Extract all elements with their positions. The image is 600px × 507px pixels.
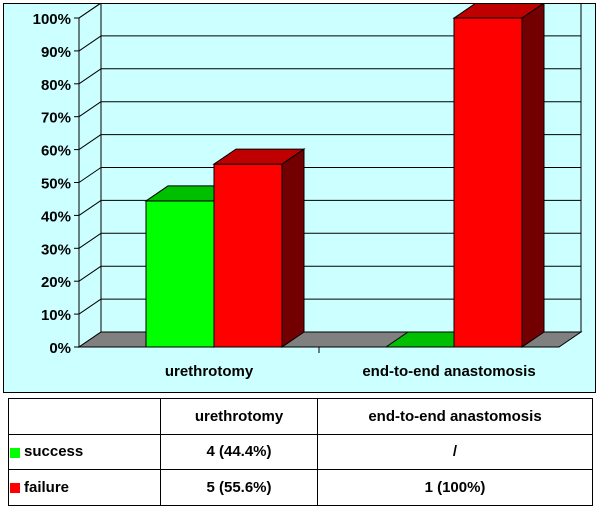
- bar-failure: [213, 163, 283, 348]
- success-legend-label: success: [24, 443, 84, 461]
- gridline-side: [78, 101, 102, 118]
- gridline-side: [78, 4, 101, 19]
- table-row-label: success: [8, 433, 161, 471]
- bar-side-failure: [521, 4, 545, 348]
- table-header-row: urethrotomy end-to-end anastomosis: [8, 398, 593, 435]
- y-tick-label: 0%: [49, 340, 71, 357]
- gridline-side: [78, 167, 102, 183]
- y-tick-label: 60%: [41, 143, 71, 160]
- y-tick-label: 90%: [41, 44, 71, 61]
- chart-panel: 0% 10% 20% 30% 40% 50% 60% 70% 80% 90% 100% urethro…: [3, 3, 596, 393]
- bar-side-failure: [281, 148, 305, 348]
- table-corner-cell: [8, 398, 161, 435]
- bar-success: [145, 200, 215, 348]
- table-cell: 1 (100%): [317, 469, 593, 506]
- gridline-side: [78, 232, 102, 249]
- y-tick-label: 40%: [41, 208, 71, 225]
- y-tick-label: 100%: [33, 11, 71, 28]
- y-tick-label: 70%: [41, 110, 71, 127]
- table-cell: 5 (55.6%): [160, 469, 318, 506]
- x-tick-label: end-to-end anastomosis: [362, 363, 535, 380]
- failure-legend-swatch: [10, 483, 20, 494]
- table-header-anastomosis: end-to-end anastomosis: [317, 398, 593, 435]
- table-row-label: failure: [8, 469, 161, 506]
- y-tick-label: 50%: [41, 176, 71, 193]
- bar-top-failure: [212, 148, 306, 165]
- bar-chart: 0% 10% 20% 30% 40% 50% 60% 70% 80% 90% 100% urethro…: [33, 4, 583, 380]
- gridline-side: [78, 134, 102, 151]
- gridline-side: [78, 298, 102, 315]
- table-cell: 4 (44.4%): [160, 433, 318, 471]
- bar-failure: [453, 17, 523, 348]
- gridline-side: [78, 199, 102, 216]
- bar-top-failure: [452, 4, 544, 19]
- y-tick-label: 20%: [41, 274, 71, 291]
- y-tick-label: 80%: [41, 77, 71, 94]
- table-cell: /: [317, 433, 593, 471]
- table-row: success 4 (44.4%) /: [8, 433, 593, 471]
- gridline-side: [78, 68, 102, 85]
- table-header-urethrotomy: urethrotomy: [160, 398, 318, 435]
- x-tick-label: urethrotomy: [165, 363, 254, 380]
- gridline-side: [78, 265, 102, 282]
- y-tick-label: 10%: [41, 307, 71, 324]
- y-tick-label: 30%: [41, 241, 71, 258]
- failure-legend-label: failure: [24, 479, 70, 497]
- table-row: failure 5 (55.6%) 1 (100%): [8, 469, 593, 506]
- success-legend-swatch: [10, 447, 20, 458]
- data-table: urethrotomy end-to-end anastomosis succe…: [8, 398, 593, 506]
- gridline-side: [78, 35, 102, 52]
